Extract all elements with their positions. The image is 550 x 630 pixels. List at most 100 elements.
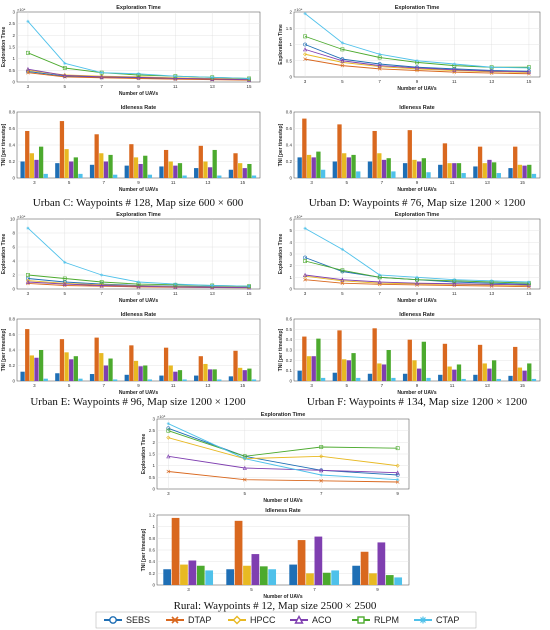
x-tick-label: 13 [210,84,216,89]
x-tick-label: 9 [416,383,419,388]
bar-dtap-9 [407,339,412,381]
panel-title: Exploration Time [116,212,161,218]
point-ctap-6 [247,284,251,288]
y-tick-label: 0.8 [9,317,16,322]
bar-sebs-3 [163,569,172,585]
bar-dtap-3 [171,517,180,585]
bar-dtap-15 [513,346,518,381]
y-tick-label: 0.4 [149,559,156,564]
y-tick-label: 1.5 [149,452,156,457]
point-dtap-1 [340,281,345,285]
y-tick-label: 0 [152,583,155,588]
bar-dtap-15 [233,153,238,178]
bar-rlpm-9 [143,155,148,178]
point-dtap-1 [242,477,247,482]
point-aco-4 [173,284,178,289]
bar-aco-15 [522,165,527,178]
point-aco-2 [99,283,104,288]
y-tick-label: 2 [12,273,15,278]
bar-hpcc-5 [342,359,347,381]
bar-hpcc-7 [306,573,314,585]
y-tick-label: 0.2 [9,159,16,164]
x-axis-label: Number of UAVs [397,86,437,92]
point-hpcc-0 [166,435,171,440]
x-tick-label: 5 [250,587,253,592]
bar-dtap-13 [198,356,203,381]
bar-rlpm-9 [143,365,148,381]
point-aco-0 [166,454,171,459]
bar-aco-15 [522,370,527,381]
y-tick-label: 0.5 [149,475,156,480]
point-aco-2 [99,74,104,79]
panel-6: Exploration Time 0 1 2 3 4 5 6 ×10⁴ Exploration T… [278,212,541,304]
bar-sebs-5 [55,373,60,381]
bar-dtap-11 [163,347,169,381]
point-aco-3 [414,65,420,70]
y-axis-label: TNI [per timestep] [1,123,7,166]
bar-rlpm-15 [527,164,532,178]
x-tick-label: 11 [450,383,455,388]
x-axis-label: Number of UAVs [119,390,159,396]
x-tick-label: 3 [310,383,313,388]
bar-rlpm-15 [247,163,252,178]
x-tick-label: 3 [304,291,307,296]
y-tick-label: 0.2 [286,358,293,363]
point-sebs-0 [166,426,171,431]
point-aco-1 [62,281,67,286]
panel-caption: Urban C: Waypoints # 128, Map size 600 ×… [33,197,244,209]
y-tick-label: 0.2 [286,159,293,164]
point-rlpm-1 [62,66,67,70]
y-tick-label: 0.5 [286,327,293,332]
y-tick-label: 0.6 [149,548,156,553]
y-exponent: ×10⁵ [157,414,166,419]
point-sebs-3 [395,473,400,477]
point-aco-2 [319,468,324,473]
bar-hpcc-5 [342,153,347,178]
point-aco-1 [340,277,345,282]
y-tick-label: 0.6 [9,332,16,337]
bar-ctap-15 [251,379,257,381]
y-tick-label: 3 [289,252,292,257]
bar-ctap-13 [496,173,501,178]
bar-ctap-11 [182,379,187,381]
x-tick-label: 13 [485,383,491,388]
bar-hpcc-13 [482,363,487,381]
bar-ctap-9 [426,377,431,381]
bar-ctap-5 [78,173,83,178]
x-tick-label: 9 [416,79,419,84]
bar-ctap-5 [268,569,277,585]
bar-hpcc-3 [306,154,312,178]
x-tick-label: 3 [33,383,36,388]
bar-rlpm-9 [421,158,426,178]
bar-sebs-15 [508,375,513,381]
panel-caption: Urban F: Waypoints # 134, Map size 1200 … [307,396,528,408]
y-tick-label: 5 [289,228,292,233]
bar-hpcc-13 [203,161,208,178]
bar-sebs-11 [438,374,443,381]
x-tick-label: 5 [68,383,71,388]
bar-hpcc-15 [238,367,243,381]
bar-rlpm-11 [456,163,462,178]
bar-rlpm-5 [351,154,356,178]
legend-marker-square [357,616,365,624]
y-tick-label: 2.5 [149,428,156,433]
x-tick-label: 3 [167,491,170,496]
bar-ctap-7 [331,570,340,585]
point-rlpm-0 [166,428,171,433]
point-aco-3 [414,280,420,286]
series-line-aco [305,274,529,286]
y-tick-label: 0.8 [149,536,156,541]
y-tick-label: 1 [289,275,292,280]
bar-aco-9 [138,163,143,178]
point-ctap-0 [26,226,30,230]
point-hpcc-2 [99,282,104,287]
series-line-aco [304,48,529,73]
x-tick-label: 9 [137,383,140,388]
point-ctap-6 [247,76,251,81]
legend-marker-circle [109,616,117,624]
bar-hpcc-7 [377,363,382,381]
point-aco-5 [489,282,494,287]
y-tick-label: 0 [12,80,15,85]
bar-aco-3 [34,159,39,178]
bar-aco-9 [417,368,422,381]
